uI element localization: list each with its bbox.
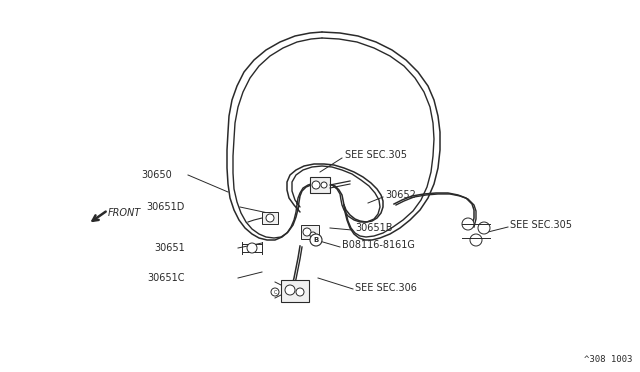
Text: 30651C: 30651C (147, 273, 185, 283)
Polygon shape (262, 212, 278, 224)
Text: SEE SEC.305: SEE SEC.305 (345, 150, 407, 160)
Text: FRONT: FRONT (108, 208, 141, 218)
Circle shape (310, 234, 322, 246)
Circle shape (470, 234, 482, 246)
Polygon shape (310, 177, 330, 193)
Circle shape (285, 285, 295, 295)
Text: 30651: 30651 (154, 243, 185, 253)
Circle shape (266, 214, 274, 222)
Circle shape (312, 181, 320, 189)
Text: SEE SEC.306: SEE SEC.306 (355, 283, 417, 293)
Text: SEE SEC.305: SEE SEC.305 (510, 220, 572, 230)
Text: C: C (273, 289, 276, 295)
Text: ^308 1003: ^308 1003 (584, 355, 632, 364)
Polygon shape (281, 280, 309, 302)
Text: 30651D: 30651D (147, 202, 185, 212)
Polygon shape (301, 225, 319, 239)
Circle shape (478, 222, 490, 234)
Circle shape (247, 243, 257, 253)
Text: B: B (314, 237, 319, 243)
Text: 30651B: 30651B (355, 223, 392, 233)
Circle shape (271, 288, 279, 296)
Circle shape (296, 288, 304, 296)
Text: B08116-8161G: B08116-8161G (342, 240, 415, 250)
Circle shape (310, 232, 316, 238)
Circle shape (321, 182, 327, 188)
Circle shape (462, 218, 474, 230)
Text: 30652: 30652 (385, 190, 416, 200)
Text: 30650: 30650 (141, 170, 172, 180)
Circle shape (303, 228, 311, 236)
